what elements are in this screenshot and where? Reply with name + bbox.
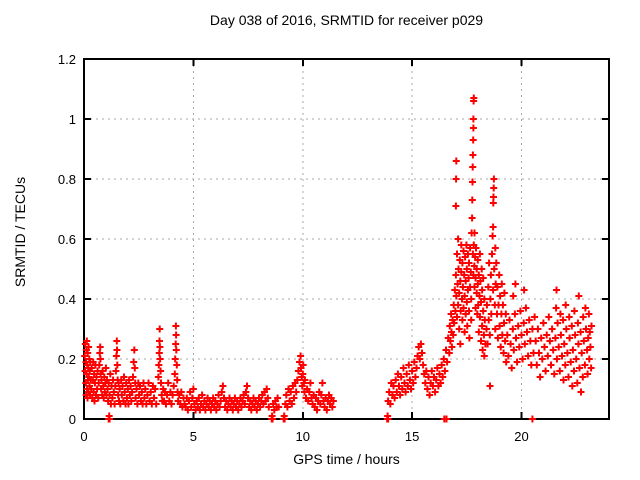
x-tick-label: 5 — [190, 429, 197, 444]
data-points — [81, 94, 595, 423]
axis-ticks — [83, 58, 609, 420]
y-tick-label: 1 — [69, 112, 76, 127]
x-tick-label: 10 — [296, 429, 310, 444]
y-tick-label: 0.8 — [58, 172, 76, 187]
y-tick-label: 0.6 — [58, 232, 76, 247]
tick-labels: 0 5 10 15 20 0 0.2 0.4 0.6 0.8 1 1.2 — [58, 52, 529, 444]
y-tick-label: 0.2 — [58, 352, 76, 367]
grid-lines — [84, 59, 609, 419]
x-tick-label: 20 — [514, 429, 528, 444]
x-tick-label: 15 — [405, 429, 419, 444]
y-tick-label: 1.2 — [58, 52, 76, 67]
y-tick-label: 0 — [69, 412, 76, 427]
x-axis-label: GPS time / hours — [293, 451, 400, 467]
chart-title: Day 038 of 2016, SRMTID for receiver p02… — [209, 12, 484, 28]
y-tick-label: 0.4 — [58, 292, 76, 307]
x-tick-label: 0 — [80, 429, 87, 444]
